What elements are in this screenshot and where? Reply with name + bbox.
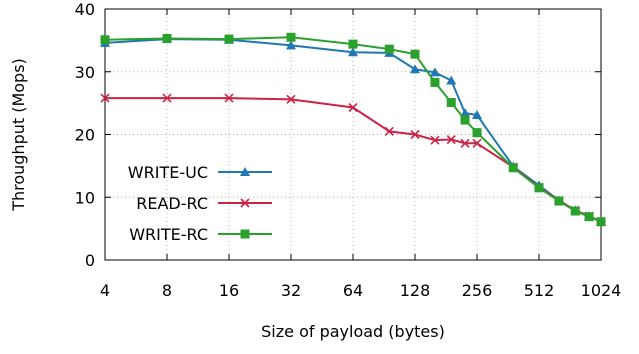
- x-tick-label: 16: [219, 281, 239, 300]
- data-point-write-rc: [286, 32, 296, 42]
- data-point-write-rc: [460, 115, 470, 125]
- data-point-read-rc: [472, 138, 482, 148]
- x-marker-stroke: [348, 102, 358, 113]
- x-marker-stroke: [286, 94, 296, 104]
- x-marker-stroke: [410, 129, 420, 140]
- data-point-write-rc: [472, 128, 482, 138]
- data-point-write-rc: [570, 206, 580, 216]
- data-point-write-rc: [348, 39, 358, 49]
- x-tick-label: 128: [400, 281, 431, 300]
- x-marker-stroke: [224, 93, 234, 103]
- data-point-write-rc: [508, 163, 518, 173]
- x-tick-label: 32: [281, 281, 301, 300]
- x-tick-label: 1024: [581, 281, 622, 300]
- x-tick-label: 8: [162, 281, 172, 300]
- y-tick-label: 20: [75, 126, 95, 145]
- data-point-read-rc: [460, 138, 470, 148]
- x-tick-label: 512: [524, 281, 555, 300]
- data-point-read-rc: [348, 102, 358, 113]
- data-point-write-uc: [460, 108, 471, 118]
- data-point-write-uc: [348, 47, 358, 57]
- grid: [105, 9, 601, 260]
- legend-item-write-rc: WRITE-RC: [129, 225, 272, 244]
- series-layer: [100, 32, 606, 227]
- data-point-read-rc: [430, 135, 440, 145]
- x-marker-stroke: [100, 93, 110, 103]
- data-point-read-rc: [286, 94, 296, 104]
- legend-label: READ-RC: [136, 194, 208, 213]
- data-point-write-rc: [410, 49, 420, 59]
- axis-ticks: 0 10 20 30 40 4 8 16 32 64 128 256 512 1024: [75, 0, 622, 300]
- data-point-write-rc: [446, 97, 456, 107]
- data-point-write-uc: [286, 40, 296, 50]
- x-tick-label: 4: [100, 281, 110, 300]
- data-point-write-rc: [100, 35, 110, 45]
- legend-item-write-uc: WRITE-UC: [128, 163, 272, 182]
- data-point-read-rc: [162, 93, 172, 103]
- data-point-write-rc: [162, 33, 172, 43]
- x-marker-stroke: [162, 93, 172, 103]
- x-tick-label: 256: [462, 281, 493, 300]
- x-axis-label: Size of payload (bytes): [261, 322, 445, 341]
- data-point-write-rc: [596, 217, 606, 227]
- data-point-write-uc: [410, 64, 420, 74]
- x-marker-stroke: [384, 126, 394, 136]
- data-point-write-rc: [554, 196, 564, 206]
- data-point-write-uc: [446, 75, 457, 85]
- y-tick-label: 40: [75, 0, 95, 19]
- y-axis-label: Throughput (Mops): [9, 58, 28, 212]
- legend-label: WRITE-UC: [128, 163, 208, 182]
- data-point-write-rc: [224, 34, 234, 44]
- data-point-read-rc: [224, 93, 234, 103]
- data-point-write-rc: [384, 44, 394, 54]
- legend-marker: [240, 198, 250, 208]
- data-point-write-rc: [534, 183, 544, 193]
- data-point-write-rc: [584, 212, 594, 222]
- legend-marker: [240, 167, 250, 176]
- x-tick-label: 64: [343, 281, 363, 300]
- y-tick-label: 30: [75, 63, 95, 82]
- x-marker-stroke: [472, 138, 482, 148]
- series-write-rc: [100, 32, 606, 227]
- y-tick-label: 10: [75, 188, 95, 207]
- legend-item-read-rc: READ-RC: [136, 194, 272, 213]
- x-marker-stroke: [430, 135, 440, 145]
- data-point-read-rc: [446, 134, 456, 145]
- x-marker-stroke: [240, 198, 250, 208]
- data-point-read-rc: [410, 129, 420, 140]
- data-point-write-uc: [429, 67, 440, 77]
- legend-label: WRITE-RC: [129, 225, 208, 244]
- data-point-read-rc: [384, 126, 394, 136]
- x-marker-stroke: [446, 134, 456, 145]
- legend: WRITE-UC READ-RC WRITE-RC: [128, 163, 272, 244]
- data-point-write-rc: [430, 77, 440, 87]
- x-marker-stroke: [460, 138, 470, 148]
- data-point-read-rc: [100, 93, 110, 103]
- data-point-write-uc: [472, 110, 482, 120]
- y-tick-label: 0: [85, 251, 95, 270]
- legend-marker: [240, 229, 250, 239]
